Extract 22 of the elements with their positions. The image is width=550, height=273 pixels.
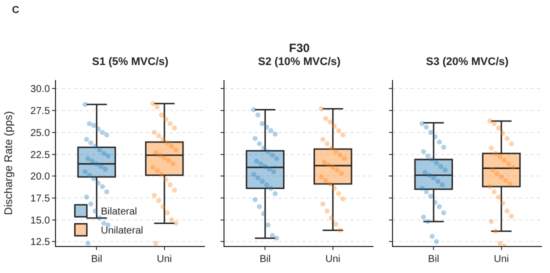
legend-label: Unilateral [100, 226, 144, 237]
y-tick-label: 22.5 [30, 150, 50, 161]
y-tick-label: 27.5 [30, 106, 50, 118]
x-tick-label: Uni [325, 254, 340, 266]
y-axis-title: Discharge Rate (pps) [3, 111, 16, 215]
text: C [12, 5, 20, 16]
x-tick-label: Uni [156, 254, 172, 266]
y-tick-label: 15.0 [30, 215, 50, 226]
x-tick-label: Uni [494, 254, 509, 266]
x-tick-label: Bil [91, 254, 102, 266]
legend-label: Bilateral [100, 206, 137, 218]
x-tick-label: Bil [428, 254, 440, 266]
chart-title: S1 (5% MVC/s) [92, 56, 169, 68]
y-tick-label: 17.5 [30, 193, 50, 204]
y-tick-label: 20.0 [30, 172, 50, 183]
y-tick-label: 12.5 [30, 237, 50, 248]
chart-title: S2 (10% MVC/s) [258, 56, 341, 68]
chart-title: S3 (20% MVC/s) [426, 56, 509, 68]
y-tick-label: 25.0 [30, 128, 50, 139]
x-tick-label: Bil [260, 254, 271, 266]
y-tick-label: 30.0 [30, 84, 50, 96]
text: F30 [289, 41, 310, 55]
